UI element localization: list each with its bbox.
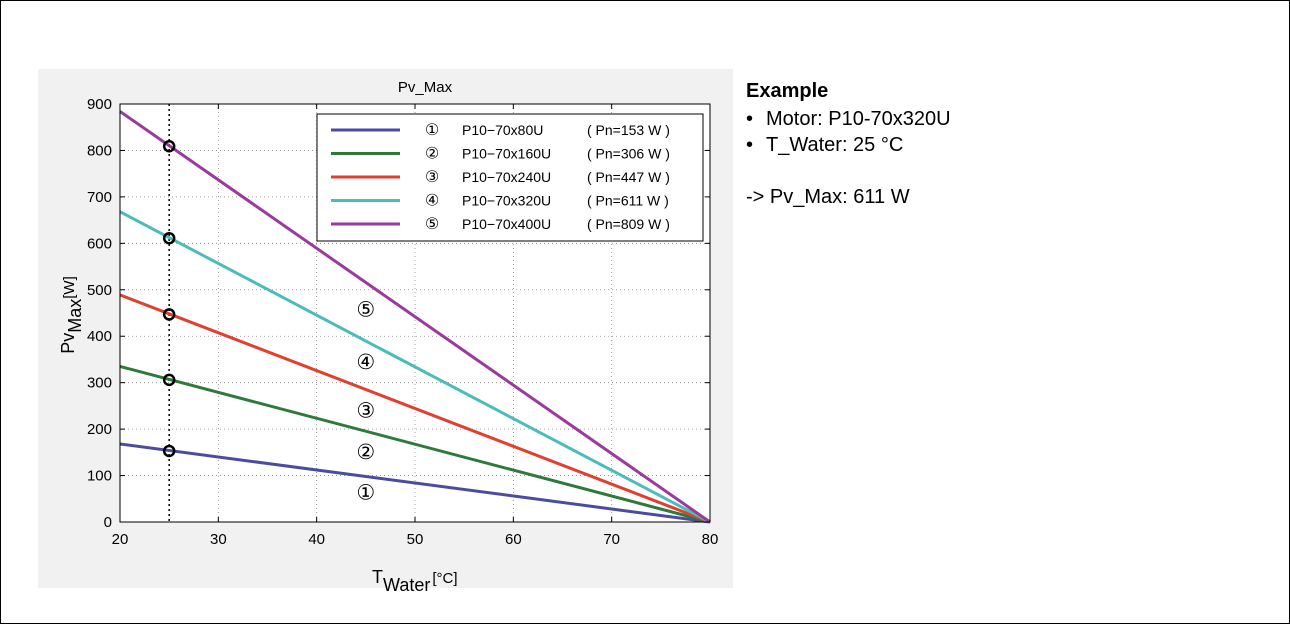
legend-series-pn: ( Pn=153 W ) xyxy=(587,122,670,138)
operating-point-marker xyxy=(162,373,176,387)
y-tick-label: 700 xyxy=(87,189,112,206)
legend-marker: ② xyxy=(425,144,439,163)
water-temperature-value: T_Water: 25 °C xyxy=(766,134,904,156)
tick-labels: 20 30 40 50 60 70 8001002003004005006007008009… xyxy=(87,96,718,548)
example-panel: Example • Motor: P10-70x320U • T_Water: 25… xyxy=(746,80,951,209)
y-tick-label: 400 xyxy=(87,328,112,345)
list-item: • Motor: P10-70x320U xyxy=(746,106,951,132)
legend-marker: ⑤ xyxy=(425,214,439,233)
curve-number-label: ⑤ xyxy=(356,298,375,322)
y-tick-label: 500 xyxy=(87,282,112,299)
curve-number-label: ① xyxy=(356,481,375,505)
legend-series-name: P10−70x240U xyxy=(462,169,551,185)
legend-marker: ① xyxy=(425,120,439,139)
x-tick-label: 40 xyxy=(308,531,325,548)
motor-value: Motor: P10-70x320U xyxy=(766,108,951,130)
operating-points xyxy=(162,140,176,458)
legend-series-pn: ( Pn=611 W ) xyxy=(587,193,669,209)
x-tick-label: 70 xyxy=(603,531,620,548)
curve-number-label: ③ xyxy=(356,399,375,423)
y-tick-label: 300 xyxy=(87,375,112,392)
ticks xyxy=(119,103,711,523)
x-tick-label: 60 xyxy=(505,531,522,548)
y-tick-label: 900 xyxy=(87,96,112,113)
series-lines xyxy=(119,110,711,524)
y-tick-label: 100 xyxy=(87,468,112,485)
operating-point-marker xyxy=(162,140,176,153)
operating-point-marker xyxy=(162,308,176,321)
example-result: -> Pv_Max: 611 W xyxy=(746,186,910,208)
series-line xyxy=(119,210,711,524)
operating-point-marker xyxy=(162,231,176,245)
legend-series-name: P10−70x400U xyxy=(462,216,551,232)
example-heading: Example xyxy=(746,80,829,102)
curve-number-label: ② xyxy=(356,440,375,464)
legend-marker: ④ xyxy=(425,191,439,210)
legend-series-pn: ( Pn=447 W ) xyxy=(587,169,670,185)
series-line xyxy=(119,442,711,524)
series-line xyxy=(119,364,711,524)
series-line xyxy=(119,293,711,524)
y-tick-label: 0 xyxy=(104,514,112,531)
x-tick-label: 80 xyxy=(702,531,719,548)
series-line xyxy=(119,110,711,524)
operating-point-marker xyxy=(162,444,176,458)
y-tick-label: 600 xyxy=(87,235,112,252)
chart-title: Pv_Max xyxy=(398,79,453,96)
legend-series-name: P10−70x160U xyxy=(462,146,551,162)
legend-series-pn: ( Pn=809 W ) xyxy=(587,216,670,232)
legend: ① P10−70x80U ( Pn=153 W ) ② P10−70x160U ( Pn=… xyxy=(316,113,704,242)
legend-series-name: P10−70x320U xyxy=(462,193,551,209)
x-tick-label: 50 xyxy=(407,531,424,548)
x-tick-label: 20 xyxy=(112,531,129,548)
curve-number-label: ④ xyxy=(356,350,375,374)
legend-series-name: P10−70x80U xyxy=(462,122,543,138)
y-tick-label: 800 xyxy=(87,142,112,159)
bullet: • xyxy=(746,134,754,156)
legend-series-pn: ( Pn=306 W ) xyxy=(587,146,670,162)
y-axis-label: PvMax[W] xyxy=(58,276,85,354)
x-axis-label: TWater [°C] xyxy=(372,567,458,595)
curve-annotations: ⑤ ④ ③ ② ① xyxy=(356,298,375,505)
y-tick-label: 200 xyxy=(87,421,112,438)
bullet: • xyxy=(746,108,754,130)
list-item: • T_Water: 25 °C xyxy=(746,132,951,158)
example-list: • Motor: P10-70x320U • T_Water: 25 °C xyxy=(746,106,951,158)
legend-marker: ③ xyxy=(425,167,439,186)
x-tick-label: 30 xyxy=(210,531,227,548)
